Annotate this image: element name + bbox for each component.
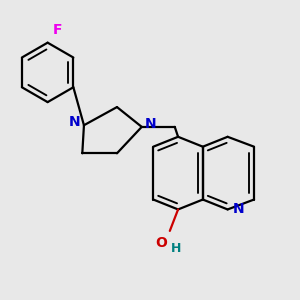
Text: H: H: [171, 242, 182, 255]
Text: F: F: [53, 23, 62, 37]
Text: N: N: [69, 115, 80, 129]
Text: N: N: [232, 202, 244, 216]
Text: O: O: [156, 236, 167, 250]
Text: N: N: [145, 117, 157, 130]
